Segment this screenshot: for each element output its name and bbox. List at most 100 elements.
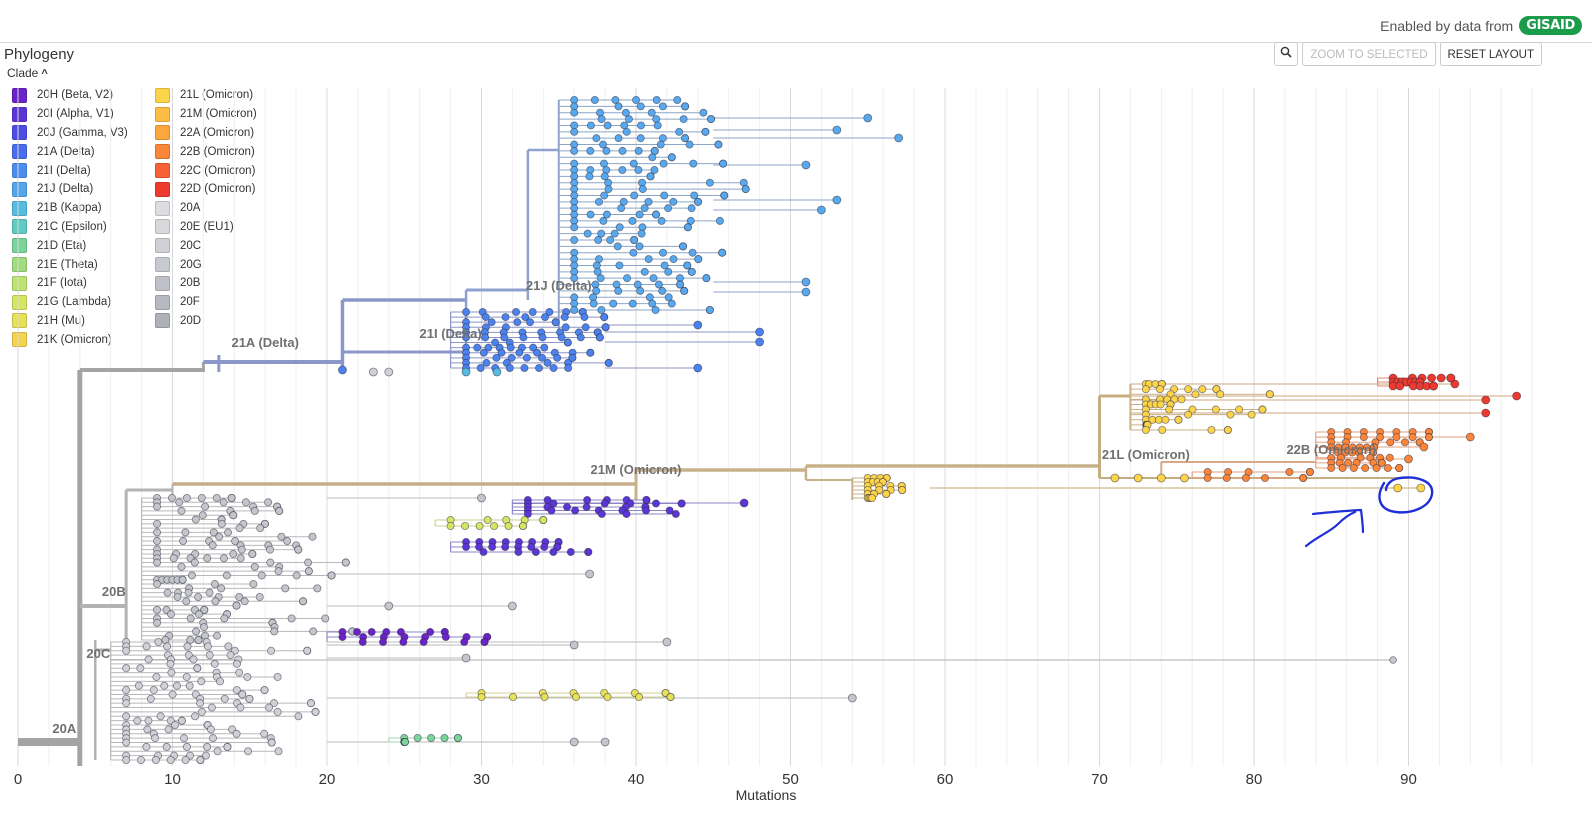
tip-node[interactable] (162, 742, 171, 751)
tip-node[interactable] (306, 699, 315, 708)
tip-node[interactable] (453, 734, 462, 743)
tip-node[interactable] (183, 642, 192, 651)
tip-node[interactable] (1216, 390, 1225, 399)
tip-node[interactable] (701, 127, 710, 136)
tip-node[interactable] (694, 255, 703, 264)
tip-node[interactable] (227, 493, 236, 502)
tip-node[interactable] (610, 229, 619, 238)
tip-node[interactable] (636, 286, 645, 295)
tip-node[interactable] (832, 195, 842, 205)
tip-node[interactable] (540, 693, 549, 702)
tip-node[interactable] (153, 502, 162, 511)
tip-node[interactable] (1465, 432, 1475, 442)
tip-node[interactable] (401, 738, 410, 747)
tip-node[interactable] (142, 742, 151, 751)
tip-node[interactable] (570, 235, 579, 244)
tip-node[interactable] (231, 537, 240, 546)
tip-node[interactable] (665, 506, 674, 515)
tip-node[interactable] (241, 498, 250, 507)
tip-node[interactable] (547, 506, 556, 515)
tip-node[interactable] (187, 571, 196, 580)
tip-node[interactable] (586, 146, 595, 155)
tip-node[interactable] (576, 333, 585, 342)
legend-item[interactable]: 20D (155, 312, 305, 331)
tip-node[interactable] (146, 694, 155, 703)
tip-node[interactable] (508, 601, 517, 611)
tip-node[interactable] (154, 638, 163, 647)
tip-node[interactable] (1247, 410, 1256, 419)
tip-node[interactable] (601, 323, 610, 332)
tip-node[interactable] (201, 502, 210, 511)
tip-node[interactable] (540, 343, 549, 352)
tip-node[interactable] (240, 597, 249, 606)
tip-node[interactable] (462, 333, 471, 342)
tip-node[interactable] (1260, 473, 1269, 482)
tip-node[interactable] (1481, 408, 1491, 418)
tip-node[interactable] (566, 548, 575, 557)
tip-node[interactable] (699, 108, 708, 117)
tip-node[interactable] (1404, 454, 1413, 464)
tip-node[interactable] (520, 363, 529, 372)
tip-node[interactable] (1110, 473, 1120, 483)
tip-node[interactable] (153, 605, 162, 614)
tip-node[interactable] (592, 134, 601, 143)
tip-node[interactable] (163, 588, 172, 597)
tip-node[interactable] (185, 681, 194, 690)
tip-node[interactable] (1299, 473, 1308, 482)
legend-item[interactable]: 21L (Omicron) (155, 86, 305, 105)
tip-node[interactable] (600, 172, 609, 181)
tip-node[interactable] (613, 242, 622, 251)
tip-node[interactable] (602, 210, 611, 219)
tip-node[interactable] (636, 134, 645, 143)
tip-node[interactable] (669, 255, 678, 264)
tip-node[interactable] (522, 353, 531, 362)
tip-node[interactable] (618, 146, 627, 155)
tip-node[interactable] (1156, 400, 1165, 409)
tip-node[interactable] (1395, 463, 1404, 472)
tip-node[interactable] (648, 153, 657, 162)
tip-node[interactable] (151, 756, 160, 765)
tip-node[interactable] (243, 672, 252, 681)
tip-node[interactable] (203, 742, 212, 751)
tip-node[interactable] (648, 299, 657, 308)
tip-node[interactable] (142, 642, 151, 651)
tip-node[interactable] (527, 543, 536, 552)
tip-node[interactable] (172, 681, 181, 690)
tip-node[interactable] (585, 569, 595, 579)
tip-node[interactable] (1400, 438, 1409, 447)
tip-node[interactable] (341, 558, 350, 567)
tip-node[interactable] (604, 185, 613, 194)
tip-node[interactable] (600, 313, 609, 322)
legend-item[interactable]: 22A (Omicron) (155, 124, 305, 143)
tip-node[interactable] (122, 686, 131, 695)
tip-node[interactable] (1385, 453, 1394, 462)
tip-node[interactable] (327, 571, 336, 580)
tip-node[interactable] (1177, 395, 1186, 404)
tip-node[interactable] (215, 532, 224, 541)
tip-node[interactable] (153, 537, 162, 546)
tip-node[interactable] (413, 734, 422, 743)
tip-node[interactable] (589, 299, 598, 308)
legend-item[interactable]: 21G (Lambda) (12, 293, 162, 312)
tip-node[interactable] (515, 348, 524, 357)
tip-node[interactable] (461, 522, 470, 531)
tip-node[interactable] (1359, 433, 1368, 442)
tip-node[interactable] (194, 636, 203, 645)
tip-node[interactable] (652, 210, 661, 219)
tip-node[interactable] (501, 313, 510, 322)
tip-node[interactable] (600, 737, 610, 747)
tip-node[interactable] (705, 178, 714, 187)
legend-item[interactable]: 20I (Alpha, V1) (12, 105, 162, 124)
tip-node[interactable] (143, 725, 152, 734)
tip-node[interactable] (659, 159, 668, 168)
tip-node[interactable] (677, 499, 686, 508)
tip-node[interactable] (399, 638, 408, 647)
tip-node[interactable] (481, 313, 490, 322)
tip-node[interactable] (632, 96, 641, 105)
tip-node[interactable] (164, 725, 173, 734)
tip-node[interactable] (571, 506, 580, 515)
tip-node[interactable] (569, 640, 579, 650)
tip-node[interactable] (535, 363, 544, 372)
tip-node[interactable] (205, 588, 214, 597)
tip-node[interactable] (541, 313, 550, 322)
